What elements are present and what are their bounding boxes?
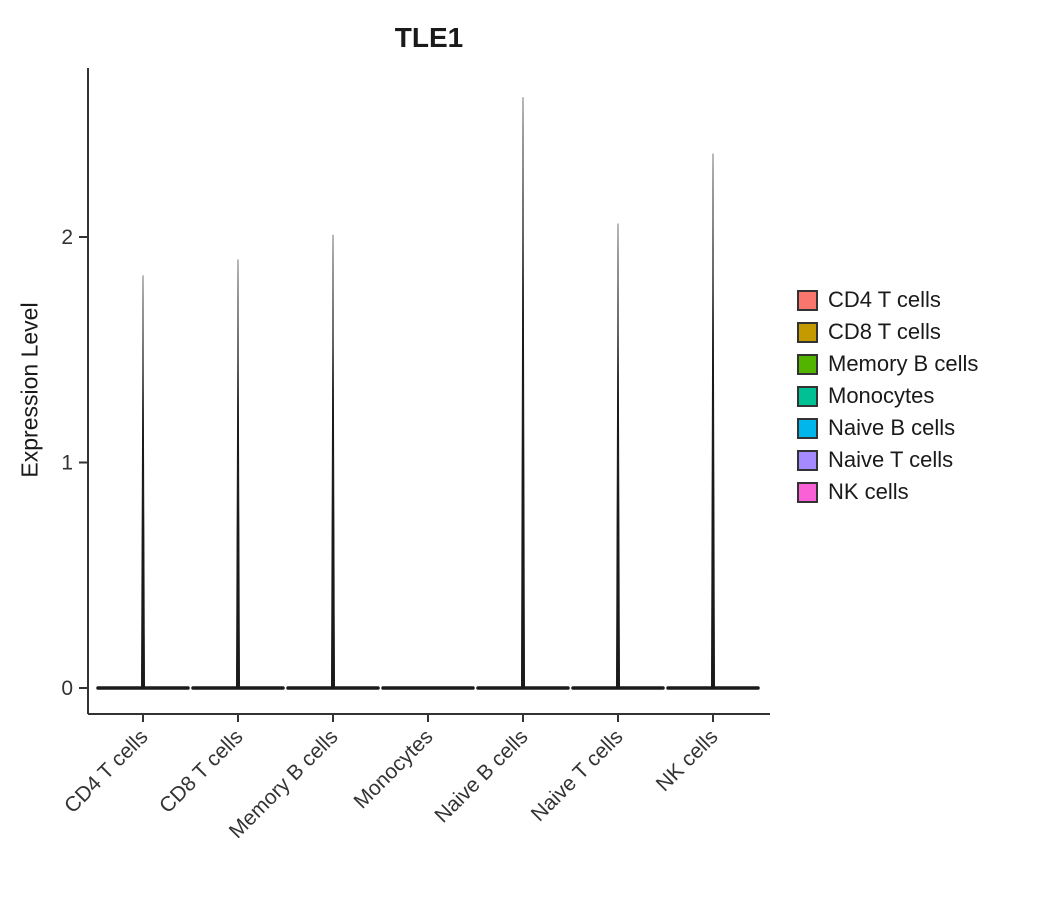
- legend-item-monocytes: Monocytes: [797, 380, 978, 412]
- legend-label: CD8 T cells: [828, 319, 941, 344]
- violin-nk-cells: NK cells: [652, 153, 760, 796]
- violin-cd8-t-cells: CD8 T cells: [155, 259, 285, 818]
- violin-cd4-t-cells: CD4 T cells: [60, 275, 190, 818]
- legend-swatch-memory-b-cells: [797, 353, 818, 375]
- legend-item-naive-t-cells: Naive T cells: [797, 444, 978, 476]
- legend-swatch-cd4-t-cells: [797, 289, 818, 311]
- legend-item-cd8-t-cells: CD8 T cells: [797, 316, 978, 348]
- legend-item-memory-b-cells: Memory B cells: [797, 348, 978, 380]
- y-tick-label: 2: [61, 226, 73, 249]
- legend-item-nk-cells: NK cells: [797, 476, 978, 508]
- violin-spike: [520, 97, 526, 688]
- chart-title: TLE1: [394, 22, 464, 53]
- x-tick-label: CD4 T cells: [60, 725, 152, 817]
- legend-swatch-monocytes: [797, 385, 818, 407]
- violin-spike: [140, 275, 146, 688]
- violin-spike: [235, 259, 241, 688]
- violin-spike: [330, 234, 336, 688]
- violin-naive-t-cells: Naive T cells: [527, 223, 665, 826]
- legend-item-cd4-t-cells: CD4 T cells: [797, 284, 978, 316]
- legend-swatch-cd8-t-cells: [797, 321, 818, 343]
- y-tick-label: 1: [61, 452, 73, 475]
- legend-swatch-naive-b-cells: [797, 417, 818, 439]
- legend-swatch-nk-cells: [797, 481, 818, 503]
- legend-swatch-naive-t-cells: [797, 449, 818, 471]
- legend-label: Naive B cells: [828, 415, 956, 440]
- legend-label: Memory B cells: [828, 351, 979, 376]
- violin-naive-b-cells: Naive B cells: [430, 97, 570, 827]
- legend-item-naive-b-cells: Naive B cells: [797, 412, 978, 444]
- violin-spike: [615, 223, 621, 688]
- violin-spike: [710, 153, 716, 688]
- legend-label: Naive T cells: [828, 447, 954, 472]
- legend-label: NK cells: [828, 479, 909, 504]
- x-tick-label: Naive B cells: [430, 725, 532, 827]
- legend: CD4 T cells CD8 T cells Memory B cells Mono…: [797, 284, 978, 508]
- x-tick-label: Monocytes: [349, 725, 437, 813]
- x-tick-label: NK cells: [652, 725, 723, 796]
- x-tick-label: Naive T cells: [527, 725, 628, 826]
- legend-label: Monocytes: [828, 383, 935, 408]
- x-tick-label: CD8 T cells: [155, 725, 247, 817]
- legend-label: CD4 T cells: [828, 287, 941, 312]
- y-tick-label: 0: [61, 677, 73, 700]
- violin-memory-b-cells: Memory B cells: [225, 234, 380, 843]
